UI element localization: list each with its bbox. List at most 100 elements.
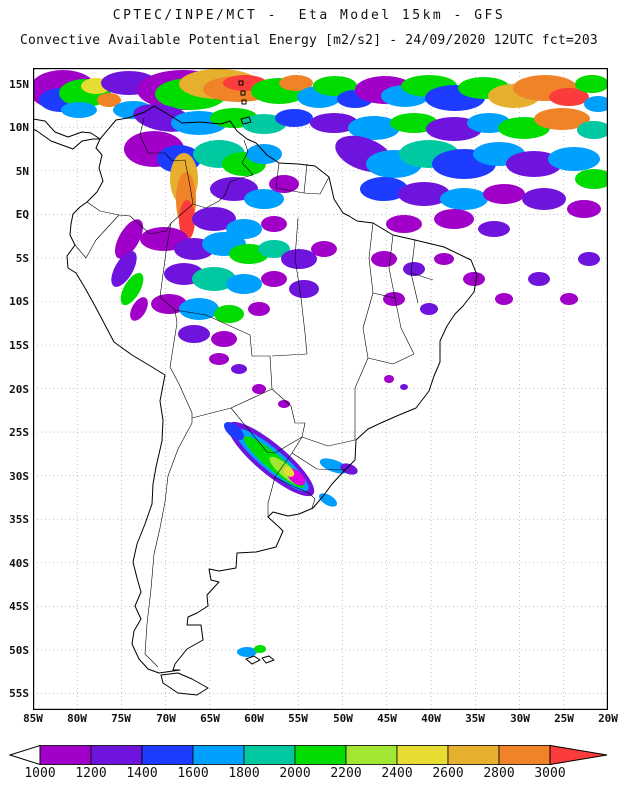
colorbar-segment	[90, 745, 143, 765]
cape-blob	[420, 303, 438, 315]
coastline	[33, 118, 101, 150]
cape-blob	[289, 280, 319, 298]
lat-tick-label: 50S	[9, 644, 29, 657]
lat-tick-label: EQ	[15, 208, 29, 221]
cape-blob	[528, 272, 550, 286]
lat-tick-label: 45S	[9, 600, 29, 613]
colorbar-value-label: 2000	[279, 766, 311, 781]
colorbar-value-label: 1000	[24, 766, 56, 781]
cape-blob	[179, 298, 219, 320]
lon-tick-label: 75W	[111, 712, 131, 725]
cape-blob	[211, 331, 237, 347]
cape-blob	[224, 422, 244, 440]
lon-tick-label: 55W	[288, 712, 308, 725]
lon-tick-label: 70W	[156, 712, 176, 725]
colorbar-value-label: 2800	[483, 766, 515, 781]
lon-tick-label: 65W	[200, 712, 220, 725]
border-line	[275, 162, 308, 194]
lon-tick-label: 60W	[244, 712, 264, 725]
cape-blob	[130, 297, 148, 321]
cape-shaded-field	[33, 69, 608, 657]
cape-blob	[214, 305, 244, 323]
colorbar-value-label: 1800	[228, 766, 260, 781]
colorbar-segment	[498, 745, 551, 765]
cape-blob	[478, 221, 510, 237]
lon-tick-label: 30W	[510, 712, 530, 725]
lat-tick-label: 10S	[9, 295, 29, 308]
border-line	[274, 476, 316, 509]
cape-blob	[440, 188, 488, 210]
cape-blob	[281, 249, 317, 269]
cape-blob	[584, 96, 608, 112]
cape-blob	[261, 271, 287, 287]
coastline	[66, 105, 478, 674]
cape-blob	[209, 353, 229, 365]
cape-blob	[226, 274, 262, 294]
border-line	[271, 388, 306, 438]
title-line-2: Convective Available Potential Energy [m…	[20, 33, 598, 48]
cape-blob	[120, 272, 144, 306]
cape-blob	[192, 207, 236, 231]
cape-blob	[360, 177, 408, 201]
cape-blob	[434, 209, 474, 229]
cape-blob	[560, 293, 578, 305]
title-line-1: CPTEC/INPE/MCT - Eta Model 15km - GFS	[112, 8, 506, 23]
cape-blob	[390, 113, 438, 133]
cape-blob	[318, 493, 338, 507]
colorbar-value-label: 3000	[534, 766, 566, 781]
cape-blob	[310, 113, 358, 133]
cape-blob	[248, 302, 270, 316]
cape-blob	[231, 364, 247, 374]
colorbar-value-label: 2200	[330, 766, 362, 781]
map-frame	[33, 68, 608, 710]
colorbar-value-label: 1400	[126, 766, 158, 781]
colorbar-segment	[192, 745, 245, 765]
border-line	[174, 309, 273, 390]
colorbar-value-label: 1600	[177, 766, 209, 781]
colorbar-segment	[243, 745, 296, 765]
colorbar-scale-labels: 1000 1200 1400 1600 1800 2000 2200 2400 2600 2800…	[9, 766, 609, 784]
cape-blob	[275, 109, 313, 127]
cape-blob	[151, 294, 187, 314]
border-line	[192, 139, 254, 209]
cape-blob	[567, 200, 601, 218]
colorbar-segment	[39, 745, 92, 765]
cape-colorbar	[9, 744, 608, 766]
coastline	[160, 672, 209, 696]
cape-blob	[283, 467, 295, 477]
lat-tick-label: 40S	[9, 557, 29, 570]
colorbar-segment	[447, 745, 500, 765]
lon-tick-label: 40W	[421, 712, 441, 725]
cape-blob	[115, 219, 143, 259]
cape-blob	[269, 175, 299, 193]
cape-blob	[111, 251, 137, 287]
colorbar-value-label: 2600	[432, 766, 464, 781]
cape-blob	[400, 384, 408, 390]
cape-blob	[398, 182, 450, 206]
longitude-axis: 85W 80W 75W 70W 65W 60W 55W 50W 45W 40W 35W 30W 25W 2…	[23, 712, 618, 728]
lat-tick-label: 5S	[15, 252, 29, 265]
cape-blob	[258, 240, 290, 258]
border-line	[159, 222, 178, 368]
border-line	[86, 201, 120, 216]
lon-tick-label: 85W	[23, 712, 43, 725]
cape-blob	[313, 76, 357, 96]
colorbar-value-label: 2400	[381, 766, 413, 781]
cape-blob	[386, 215, 422, 233]
border-line	[394, 297, 415, 355]
cape-blob	[237, 647, 257, 657]
cape-blob	[383, 292, 405, 306]
cape-blob	[311, 241, 337, 257]
lon-tick-label: 80W	[67, 712, 87, 725]
lon-tick-label: 35W	[465, 712, 485, 725]
cape-blob	[242, 114, 286, 134]
cape-blob	[61, 102, 97, 118]
cape-blob	[261, 216, 287, 232]
cape-blob	[348, 116, 400, 140]
cape-blob	[254, 645, 266, 653]
cape-blob	[340, 463, 358, 475]
cape-blob	[549, 88, 589, 106]
lat-tick-label: 15N	[9, 78, 29, 91]
cape-blob	[278, 400, 290, 408]
